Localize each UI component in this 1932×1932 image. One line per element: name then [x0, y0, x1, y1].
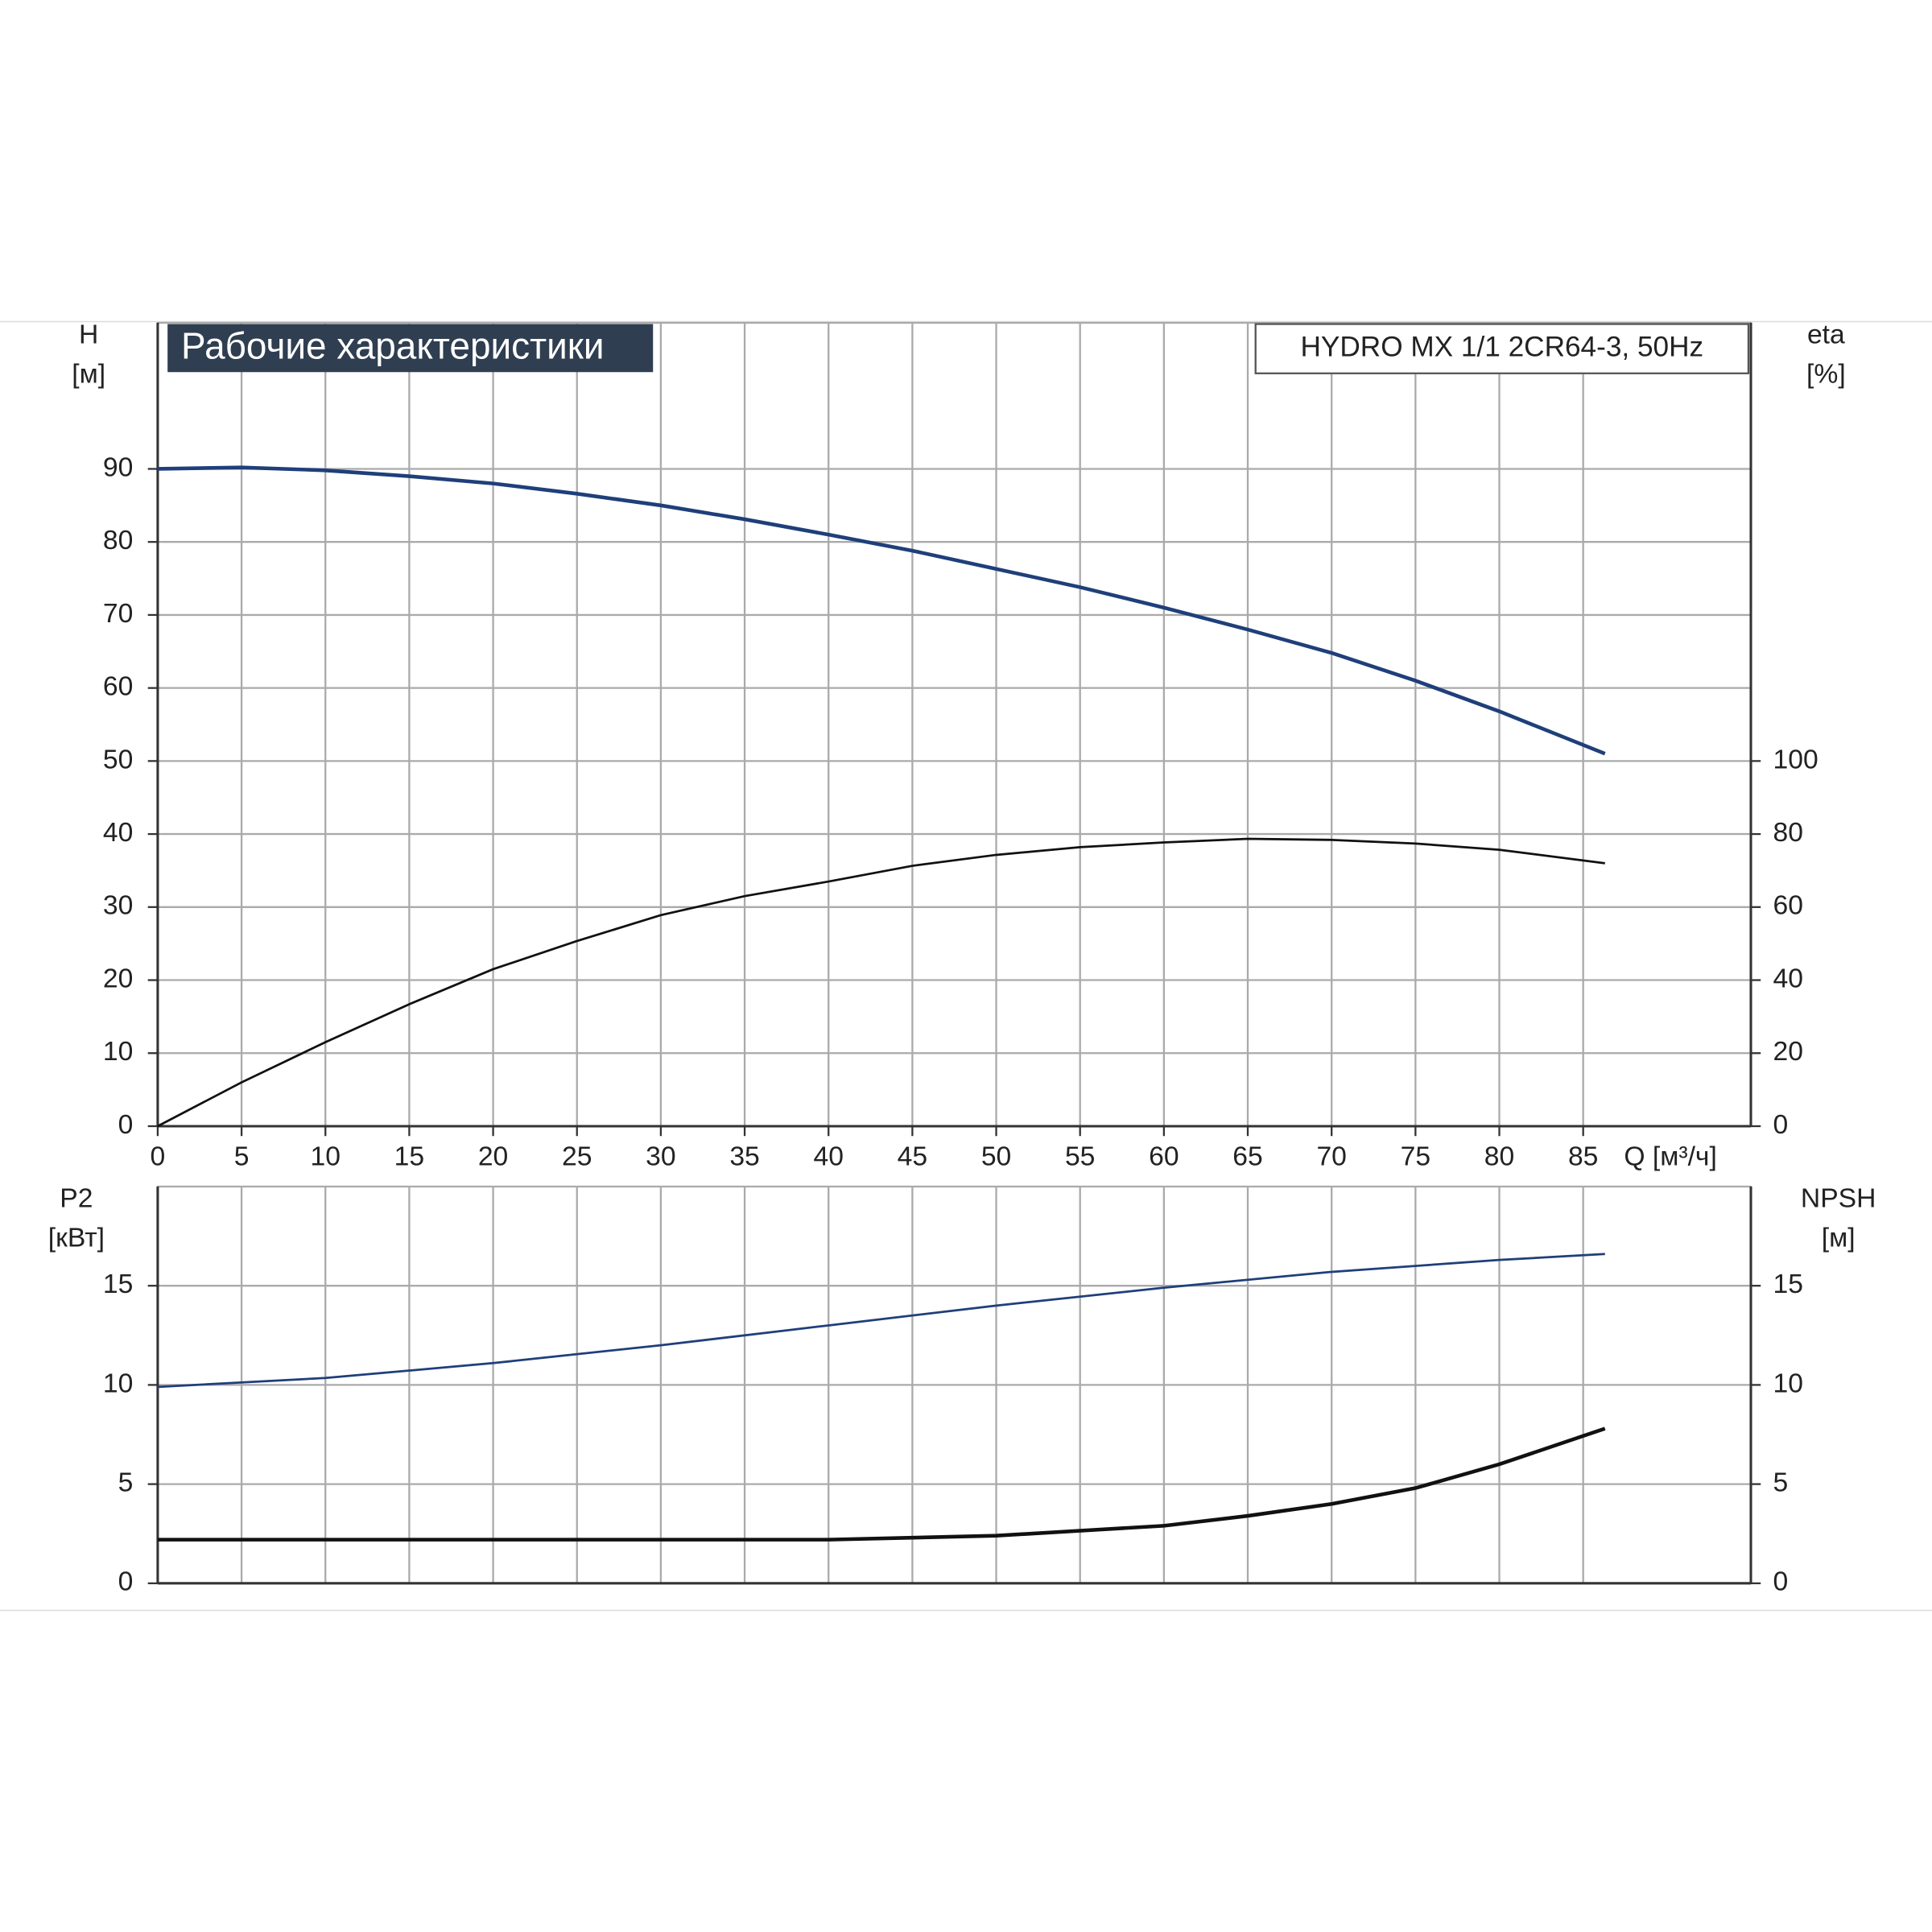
y-tick-label: 20	[103, 964, 133, 993]
y2-tick-label: 5	[1773, 1468, 1789, 1498]
x-tick-label: 40	[813, 1142, 843, 1172]
x-tick-label: 15	[394, 1142, 424, 1172]
x-tick-label: 85	[1568, 1142, 1598, 1172]
y-axis-label: [м]	[72, 360, 105, 390]
y2-tick-label: 100	[1773, 745, 1818, 774]
series-line	[157, 837, 1605, 1128]
series-line	[157, 1253, 1605, 1389]
y-tick-label: 30	[103, 891, 133, 921]
y-tick-label: 60	[103, 672, 133, 702]
x-axis-label: Q [м³/ч]	[1624, 1142, 1716, 1172]
y-tick-label: 10	[103, 1037, 133, 1067]
series-line	[157, 465, 1606, 756]
y-axis-label: H	[79, 320, 98, 350]
y-tick-label: 40	[103, 818, 133, 848]
y2-tick-label: 10	[1773, 1368, 1803, 1398]
y-tick-label: 5	[118, 1468, 134, 1498]
x-tick-label: 80	[1484, 1142, 1514, 1172]
y-tick-label: 70	[103, 599, 133, 629]
title-box	[167, 324, 654, 373]
x-tick-label: 45	[898, 1142, 927, 1172]
y2-tick-label: 0	[1773, 1567, 1789, 1597]
x-tick-label: 50	[981, 1142, 1011, 1172]
y2-tick-label: 60	[1773, 891, 1803, 921]
y-axis-label: [кВт]	[48, 1224, 105, 1253]
x-tick-label: 70	[1316, 1142, 1346, 1172]
x-tick-label: 25	[562, 1142, 592, 1172]
chart-title: Рабочие характеристики	[181, 324, 604, 366]
y-tick-label: 0	[118, 1110, 134, 1140]
x-tick-label: 10	[311, 1142, 341, 1172]
y2-axis-label: eta	[1807, 320, 1845, 350]
subtitle-box	[1254, 323, 1750, 374]
chart-subtitle: HYDRO MX 1/1 2CR64-3, 50Hz	[1301, 331, 1704, 362]
y-tick-label: 80	[103, 526, 133, 555]
y2-axis-label: [%]	[1806, 360, 1846, 390]
series-line	[157, 1426, 1606, 1542]
x-tick-label: 60	[1149, 1142, 1179, 1172]
y2-tick-label: 40	[1773, 964, 1803, 993]
x-tick-label: 55	[1065, 1142, 1095, 1172]
x-tick-label: 35	[729, 1142, 759, 1172]
x-tick-label: 20	[478, 1142, 508, 1172]
y2-tick-label: 80	[1773, 818, 1803, 848]
y2-axis-label: NPSH	[1801, 1184, 1876, 1214]
x-tick-label: 0	[151, 1142, 166, 1172]
x-tick-label: 65	[1232, 1142, 1262, 1172]
x-tick-label: 5	[234, 1142, 250, 1172]
y-tick-label: 15	[103, 1269, 133, 1299]
y2-tick-label: 15	[1773, 1269, 1803, 1299]
y-tick-label: 50	[103, 745, 133, 774]
y2-tick-label: 0	[1773, 1110, 1789, 1140]
y-tick-label: 90	[103, 452, 133, 482]
y2-axis-label: [м]	[1822, 1224, 1856, 1253]
y2-tick-label: 20	[1773, 1037, 1803, 1067]
y-tick-label: 10	[103, 1368, 133, 1398]
y-axis-label: P2	[60, 1184, 93, 1214]
x-tick-label: 30	[646, 1142, 675, 1172]
y-tick-label: 0	[118, 1567, 134, 1597]
plot-area	[156, 321, 1752, 1128]
x-tick-label: 75	[1401, 1142, 1430, 1172]
